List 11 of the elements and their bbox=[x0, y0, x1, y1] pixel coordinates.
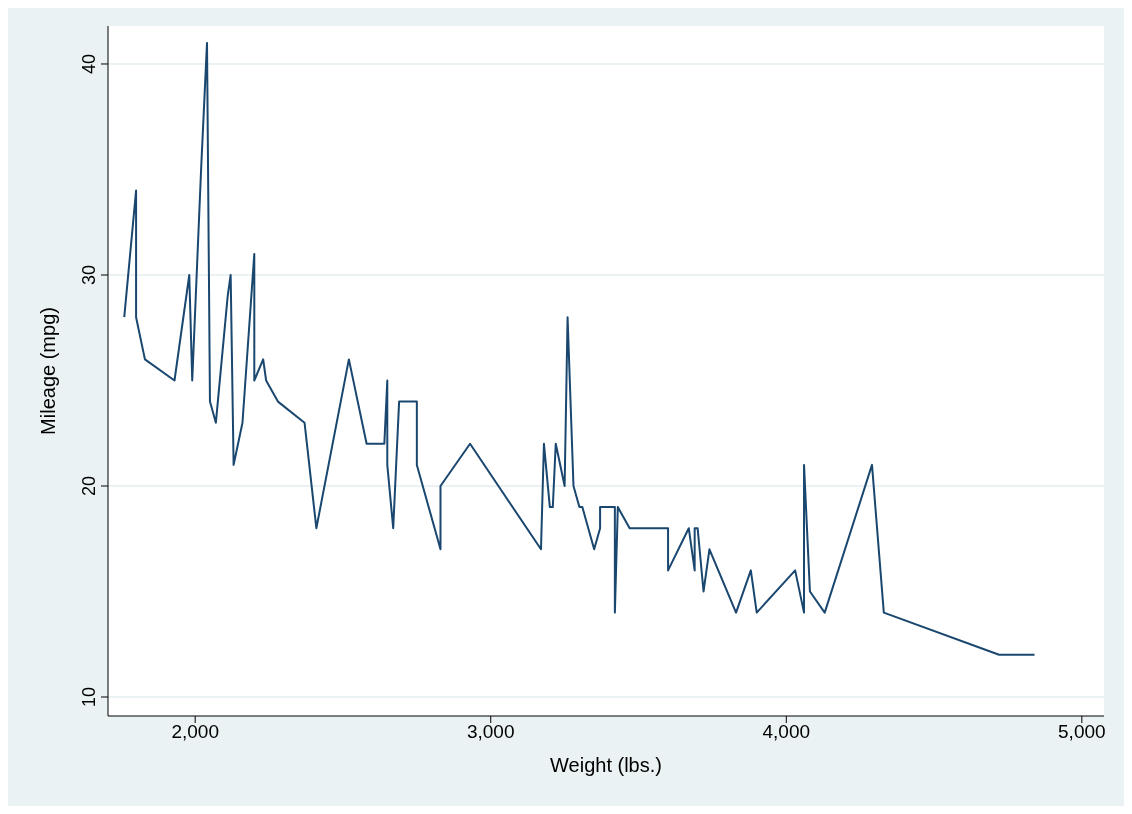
x-tick-label: 2,000 bbox=[171, 721, 219, 743]
line-series bbox=[123, 41, 1036, 656]
x-tick-label: 3,000 bbox=[466, 721, 515, 743]
x-tick-label: 5,000 bbox=[1058, 721, 1106, 743]
y-tick-label: 20 bbox=[79, 475, 99, 497]
y-axis-title: Mileage (mpg) bbox=[37, 307, 60, 435]
y-tick-label: 30 bbox=[79, 264, 99, 286]
x-tick-label: 4,000 bbox=[762, 721, 811, 743]
y-tick-label: 40 bbox=[79, 53, 99, 74]
y-tick-label: 10 bbox=[79, 686, 99, 708]
x-axis-title: Weight (lbs.) bbox=[550, 754, 662, 776]
